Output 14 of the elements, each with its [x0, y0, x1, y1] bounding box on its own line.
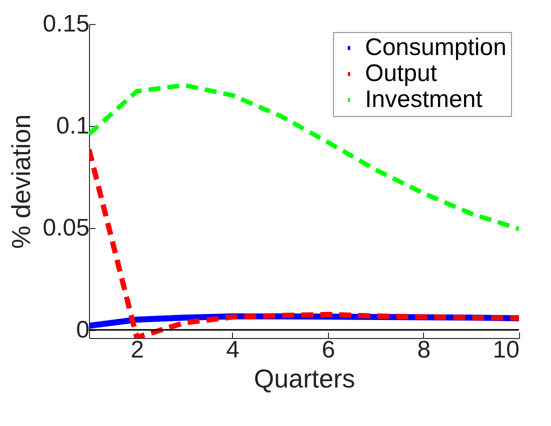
legend-label: Output — [365, 60, 438, 87]
x-axis-title: Quarters — [254, 364, 356, 394]
legend-label: Consumption — [365, 34, 506, 61]
x-tick-label: 8 — [417, 336, 431, 364]
y-tick-label: 0.05 — [42, 214, 90, 242]
x-tick-label: 2 — [130, 336, 144, 364]
x-tick-label: 6 — [322, 336, 336, 364]
legend-label: Investment — [365, 86, 483, 113]
x-tick-label: 4 — [226, 336, 240, 364]
y-tick-label: 0 — [76, 316, 90, 344]
y-tick-label: 0.1 — [56, 112, 90, 140]
y-tick-label: 0.15 — [42, 10, 90, 38]
y-axis-title: % deviation — [6, 114, 36, 249]
x-tick-label: 10 — [492, 336, 520, 364]
